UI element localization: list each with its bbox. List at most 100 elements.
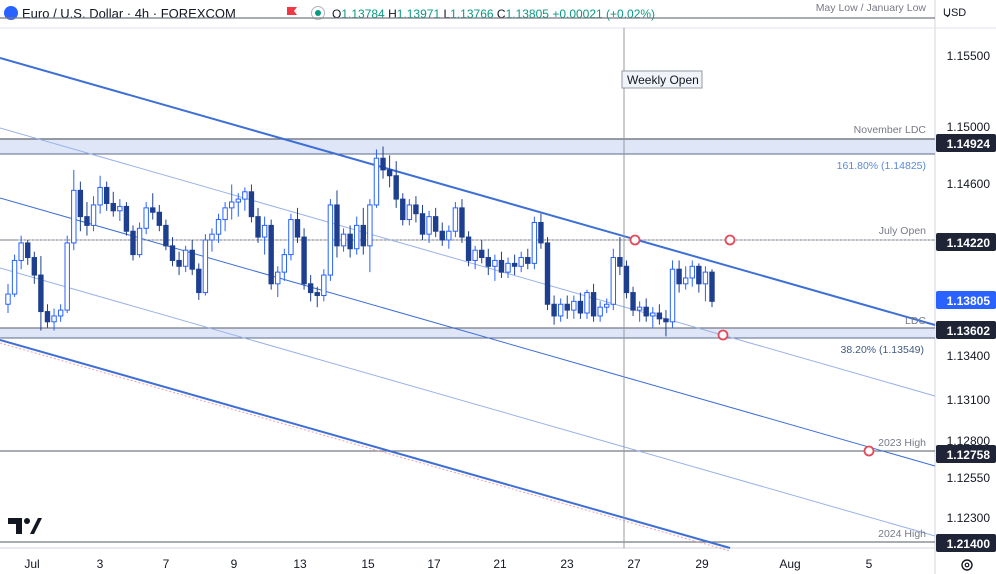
candle-body [386, 169, 393, 177]
candle-body [426, 216, 432, 235]
symbol-title[interactable]: Euro / U.S. Dollar · 4h · FOREXCOM [22, 6, 236, 21]
candle-body [354, 224, 360, 250]
candle-body [117, 205, 123, 212]
level-marker [724, 234, 736, 246]
candle-body [400, 198, 406, 221]
candle-body [196, 268, 202, 294]
price-tick-label: 1.14600 [947, 177, 991, 191]
candle-body [123, 205, 130, 232]
price-tick-label: 1.13400 [947, 349, 991, 363]
candle-body [215, 219, 222, 235]
candle-body [360, 224, 366, 247]
candle-body [268, 224, 274, 285]
candle-body [380, 157, 386, 171]
candle-body [314, 292, 320, 296]
price-tick-label: 1.12300 [947, 511, 991, 525]
price-tag: 1.12758 [947, 448, 991, 462]
candle-body [64, 242, 70, 311]
price-tag: 1.13805 [947, 294, 991, 308]
candle-body [577, 300, 584, 314]
candle-body [77, 189, 84, 218]
candle-body [656, 312, 663, 320]
visibility-icon[interactable] [311, 6, 325, 20]
flag-icon[interactable] [287, 7, 297, 19]
candle-body [696, 265, 702, 285]
candle-body [38, 274, 44, 313]
candle-body [413, 204, 419, 215]
weekly-open-label-box [621, 70, 703, 89]
candle-body [176, 259, 182, 267]
tradingview-logo[interactable] [8, 516, 42, 534]
candle-body [222, 207, 228, 221]
candle-body [136, 227, 143, 256]
price-tag: 1.21400 [947, 537, 991, 551]
time-tick-label: 9 [231, 557, 238, 571]
gear-icon[interactable] [960, 558, 974, 572]
time-tick-label: 15 [361, 557, 375, 571]
candle-body [288, 219, 294, 256]
candle-body [702, 271, 709, 285]
candle-body [630, 292, 636, 311]
chevron-down-icon: ⌄ [943, 8, 953, 20]
level-label: July Open [879, 225, 926, 237]
candle-body [538, 221, 544, 244]
candle-body [261, 224, 268, 238]
candle-body [485, 257, 491, 267]
candle-body [202, 239, 209, 294]
candle-body [143, 207, 149, 229]
candle-body [301, 236, 307, 285]
candle-body [327, 204, 334, 276]
price-tick-label: 1.15500 [947, 49, 991, 63]
price-tag: 1.13602 [947, 324, 991, 338]
weekly-open-label: Weekly Open [627, 73, 699, 87]
time-tick-label: 21 [493, 557, 507, 571]
candle-body [347, 233, 353, 250]
candle-body [334, 204, 340, 247]
candle-body [590, 292, 597, 317]
time-tick-label: 17 [427, 557, 441, 571]
price-tag-bg [936, 233, 996, 251]
candle-body [551, 303, 557, 317]
candle-body [255, 216, 261, 238]
level-label: 2024 High [878, 528, 926, 540]
candle-body [564, 303, 570, 311]
candle-body [18, 242, 24, 261]
candle-body [307, 283, 314, 294]
currency-label: USD [943, 7, 967, 19]
candle-body [367, 204, 373, 247]
candle-body [709, 271, 715, 302]
price-tick-label: 1.12800 [947, 434, 991, 448]
candle-body [163, 224, 169, 247]
candle-body [209, 233, 215, 241]
currency-selector[interactable]: USD ⌄ [935, 0, 996, 28]
price-tick-label: 1.15000 [947, 120, 991, 134]
candle-body [71, 189, 77, 244]
candle-body [682, 277, 689, 285]
candle-body [650, 312, 656, 317]
time-tick-label: 23 [560, 557, 574, 571]
candle-body [511, 262, 518, 267]
level-label: May Low / January Low [816, 2, 927, 14]
candle-body [459, 207, 465, 238]
level-marker [717, 329, 729, 341]
candle-body [182, 249, 189, 267]
candle-body [663, 318, 669, 323]
candle-body [623, 265, 630, 294]
channel-upper [0, 57, 936, 326]
candle-body [557, 303, 564, 317]
candle-body [498, 259, 505, 273]
channel-lower-shadow [0, 342, 731, 552]
candle-body [97, 186, 103, 206]
price-tag-bg [936, 534, 996, 552]
time-tick-label: 13 [293, 557, 307, 571]
candle-body [44, 311, 51, 323]
candle-body [492, 259, 498, 267]
zone-november-ldc [0, 139, 935, 154]
candle-body [340, 233, 347, 247]
channel-lower [0, 339, 731, 549]
channel-inner-upper [0, 127, 936, 397]
price-tag: 1.14924 [947, 137, 991, 151]
candle-body [321, 274, 327, 296]
candle-body [294, 219, 301, 238]
